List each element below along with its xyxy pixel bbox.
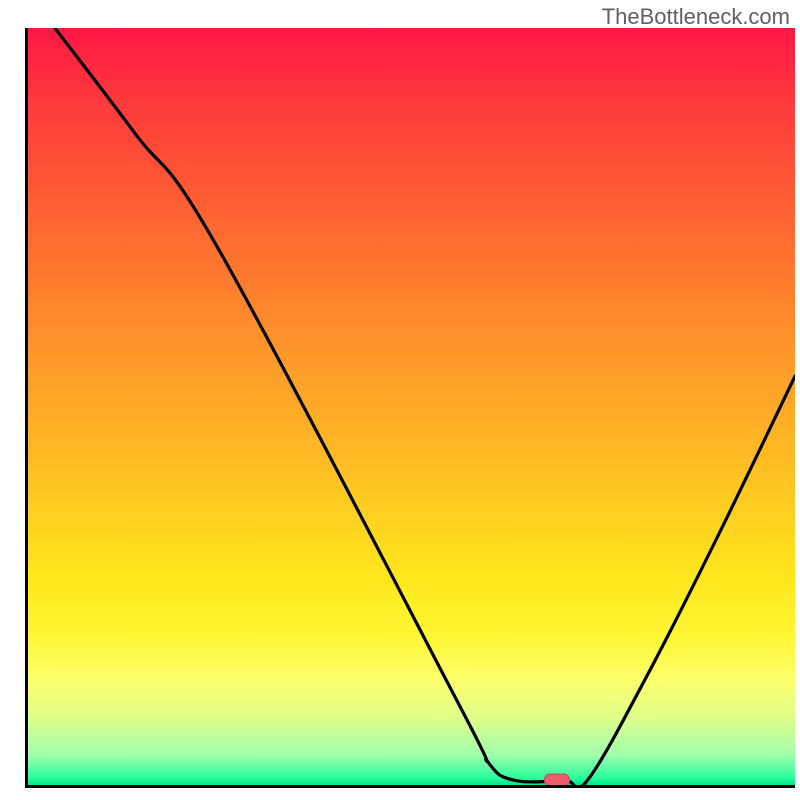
plot-area [25,28,795,788]
optimal-marker [544,774,570,787]
bottleneck-curve [55,28,795,785]
curve-layer [28,28,795,785]
chart-container: TheBottleneck.com [0,0,800,800]
watermark-text: TheBottleneck.com [602,4,790,30]
